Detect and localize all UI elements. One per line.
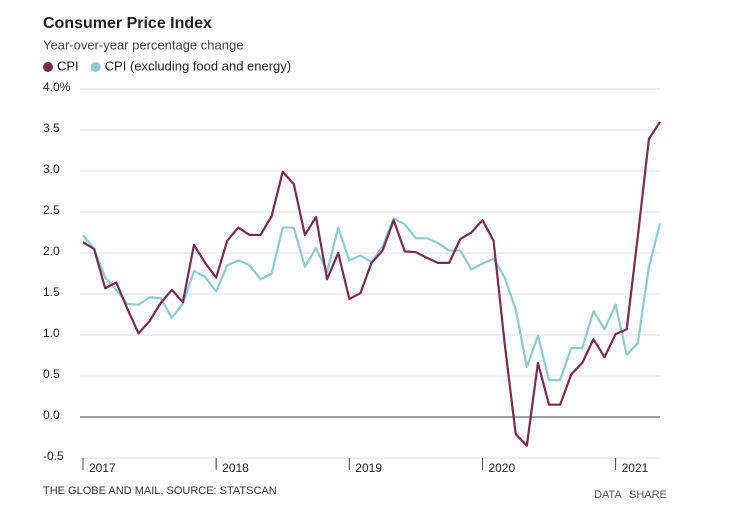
- legend-label: CPI: [57, 58, 79, 73]
- y-tick-label: 3.5: [43, 121, 60, 135]
- y-tick-label: 1.0: [43, 326, 60, 340]
- x-tick-label: 2017: [89, 461, 116, 475]
- legend-marker: [90, 62, 101, 72]
- x-tick-label: 2019: [355, 461, 382, 475]
- y-tick-label: 3.0: [43, 162, 60, 176]
- y-tick-label: 0.0: [43, 408, 60, 422]
- share-button[interactable]: SHARE: [629, 489, 667, 501]
- x-tick-label: 2021: [622, 461, 649, 475]
- series-line: [82, 121, 661, 447]
- y-tick-label: 2.5: [43, 203, 60, 217]
- x-tick-label: 2020: [488, 461, 515, 475]
- y-tick-label: 0.5: [43, 367, 60, 381]
- data-button[interactable]: DATA: [594, 489, 622, 501]
- chart-title: Consumer Price Index: [43, 15, 212, 32]
- x-tick-label: 2018: [222, 461, 249, 475]
- y-tick-label: 1.5: [43, 285, 60, 299]
- y-tick-label: 2.0: [43, 244, 60, 258]
- source: THE GLOBE AND MAIL, SOURCE: STATSCAN: [43, 485, 277, 497]
- y-tick-label: 4.0%: [43, 80, 71, 94]
- series-line: [82, 217, 662, 382]
- legend-label: CPI (excluding food and energy): [105, 58, 291, 73]
- chart-subtitle: Year-over-year percentage change: [43, 37, 243, 52]
- legend-marker: [43, 62, 53, 72]
- y-tick-label: -0.5: [43, 449, 64, 463]
